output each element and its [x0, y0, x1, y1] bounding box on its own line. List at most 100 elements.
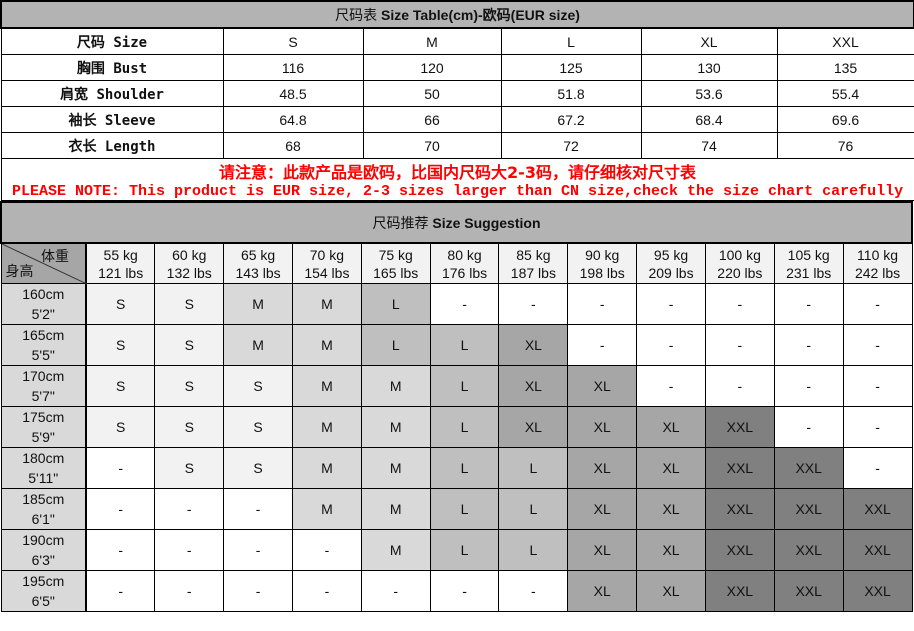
size-suggestion-cell: XL	[567, 447, 638, 489]
measurement-cell: 69.6	[776, 106, 914, 133]
height-cm: 185cm	[22, 491, 65, 507]
table-row: 195cm 6'5" - - - - - - - XL XL XXL XXL XXL	[0, 570, 913, 612]
height-ft: 5'11"	[28, 470, 59, 486]
height-cm: 170cm	[22, 368, 65, 384]
weight-lbs: 121 lbs	[98, 264, 144, 281]
size-suggestion-cell: -	[291, 529, 362, 571]
weight-kg: 60 kg	[172, 246, 207, 263]
table-row: 胸围 Bust 116 120 125 130 135	[0, 54, 914, 81]
size-suggestion-cell: -	[636, 365, 706, 407]
size-header-cell: XXL	[776, 27, 914, 55]
table-row: 185cm 6'1" - - - M M L L XL XL XXL XXL XXL	[0, 488, 913, 530]
weight-kg: 80 kg	[447, 246, 482, 263]
size-suggestion-cell: -	[636, 283, 706, 325]
weight-kg: 100 kg	[718, 246, 761, 263]
size-suggestion-cell: M	[291, 488, 362, 530]
weight-kg: 75 kg	[378, 246, 413, 263]
weight-header-cell: 65 kg 143 lbs	[223, 242, 293, 284]
size-suggestion-cell: XXL	[773, 488, 844, 530]
size-suggestion-cell: -	[842, 447, 913, 489]
row-label: 胸围 Bust	[0, 54, 224, 81]
size-suggestion-cell: -	[154, 488, 225, 530]
table-row: 衣长 Length 68 70 72 74 76	[0, 132, 914, 159]
size-suggestion-cell: L	[429, 529, 500, 571]
size-suggestion-cell: M	[360, 447, 431, 489]
measurement-cell: 66	[362, 106, 502, 133]
size-suggestion-cell: -	[498, 570, 569, 612]
size-suggestion-cell: -	[154, 570, 225, 612]
size-note: 请注意：此款产品是欧码，比国内尺码大2-3码，请仔细核对尺寸表 PLEASE N…	[0, 158, 914, 201]
size-suggestion-cell: S	[154, 283, 225, 325]
height-ft: 5'5"	[31, 347, 55, 363]
measurement-cell: 51.8	[500, 80, 642, 107]
table-row: 180cm 5'11" - S S M M L L XL XL XXL XXL -	[0, 447, 913, 489]
size-suggestion-cell: -	[429, 283, 500, 325]
size-header-cell: L	[500, 27, 642, 55]
weight-kg: 95 kg	[653, 246, 689, 263]
weight-lbs: 231 lbs	[786, 264, 832, 281]
measurement-cell: 68	[222, 132, 364, 159]
height-cm: 190cm	[22, 532, 65, 548]
size-table-title: 尺码表 Size Table(cm)-欧码(EUR size)	[0, 0, 914, 29]
height-header-cell: 190cm 6'3"	[0, 529, 87, 571]
size-suggestion-cell: -	[567, 324, 638, 366]
size-suggestion-cell: XXL	[842, 570, 913, 612]
height-ft: 6'3"	[31, 552, 55, 568]
size-suggestion-cell: L	[429, 406, 500, 448]
weight-kg: 110 kg	[857, 246, 899, 263]
size-suggestion-cell: L	[498, 488, 569, 530]
size-suggestion-cell: M	[360, 529, 431, 571]
size-suggestion-cell: XXL	[773, 529, 844, 571]
size-suggestion-cell: XXL	[704, 570, 775, 612]
size-suggestion-cell: -	[842, 406, 913, 448]
size-suggestion-cell: -	[842, 283, 913, 325]
measurement-cell: 130	[640, 54, 778, 81]
size-suggestion-cell: S	[85, 406, 156, 448]
size-suggestion-cell: L	[498, 447, 569, 489]
table-row: 165cm 5'5" S S M M L L XL - - - - -	[0, 324, 913, 366]
weight-lbs: 198 lbs	[579, 264, 625, 281]
size-suggestion-cell: S	[154, 447, 225, 489]
table-row: 160cm 5'2" S S M M L - - - - - - -	[0, 283, 913, 325]
height-ft: 5'9"	[31, 429, 55, 445]
size-suggestion-cell: M	[360, 406, 431, 448]
measurement-cell: 116	[222, 54, 364, 81]
height-header-cell: 195cm 6'5"	[0, 570, 87, 612]
measurement-cell: 70	[362, 132, 502, 159]
weight-header-cell: 95 kg 209 lbs	[636, 242, 706, 284]
size-suggestion-cell: -	[636, 324, 706, 366]
size-suggestion-cell: -	[773, 365, 844, 407]
weight-header-cell: 110 kg 242 lbs	[842, 242, 913, 284]
height-ft: 6'1"	[31, 511, 55, 527]
size-suggestion-cell: -	[223, 488, 293, 530]
measurement-cell: 68.4	[640, 106, 778, 133]
size-suggestion-cell: XL	[567, 570, 638, 612]
size-suggestion-cell: XXL	[704, 406, 775, 448]
size-suggestion-cell: XL	[636, 447, 706, 489]
size-suggestion-cell: XL	[498, 406, 569, 448]
size-suggestion-cell: S	[85, 324, 156, 366]
suggestion-title: 尺码推荐 Size Suggestion	[0, 201, 913, 244]
size-suggestion-cell: S	[154, 365, 225, 407]
size-suggestion-cell: M	[291, 283, 362, 325]
size-suggestion-cell: -	[291, 570, 362, 612]
size-suggestion-cell: XL	[498, 365, 569, 407]
size-suggestion-cell: -	[773, 324, 844, 366]
size-suggestion-cell: S	[223, 447, 293, 489]
row-label: 衣长 Length	[0, 132, 224, 159]
size-suggestion-cell: M	[291, 365, 362, 407]
height-cm: 180cm	[22, 450, 65, 466]
size-suggestion-cell: -	[842, 365, 913, 407]
size-suggestion-cell: XL	[567, 365, 638, 407]
measurement-cell: 67.2	[500, 106, 642, 133]
weight-kg: 105 kg	[787, 246, 830, 263]
size-suggestion-cell: M	[291, 406, 362, 448]
size-suggestion-cell: XXL	[773, 447, 844, 489]
size-suggestion-cell: S	[154, 324, 225, 366]
row-label: 尺码 Size	[0, 27, 224, 55]
size-table: 尺码表 Size Table(cm)-欧码(EUR size) 尺码 Size S…	[0, 0, 914, 201]
measurement-cell: 74	[640, 132, 778, 159]
size-suggestion-cell: L	[429, 488, 500, 530]
weight-header-cell: 70 kg 154 lbs	[291, 242, 362, 284]
